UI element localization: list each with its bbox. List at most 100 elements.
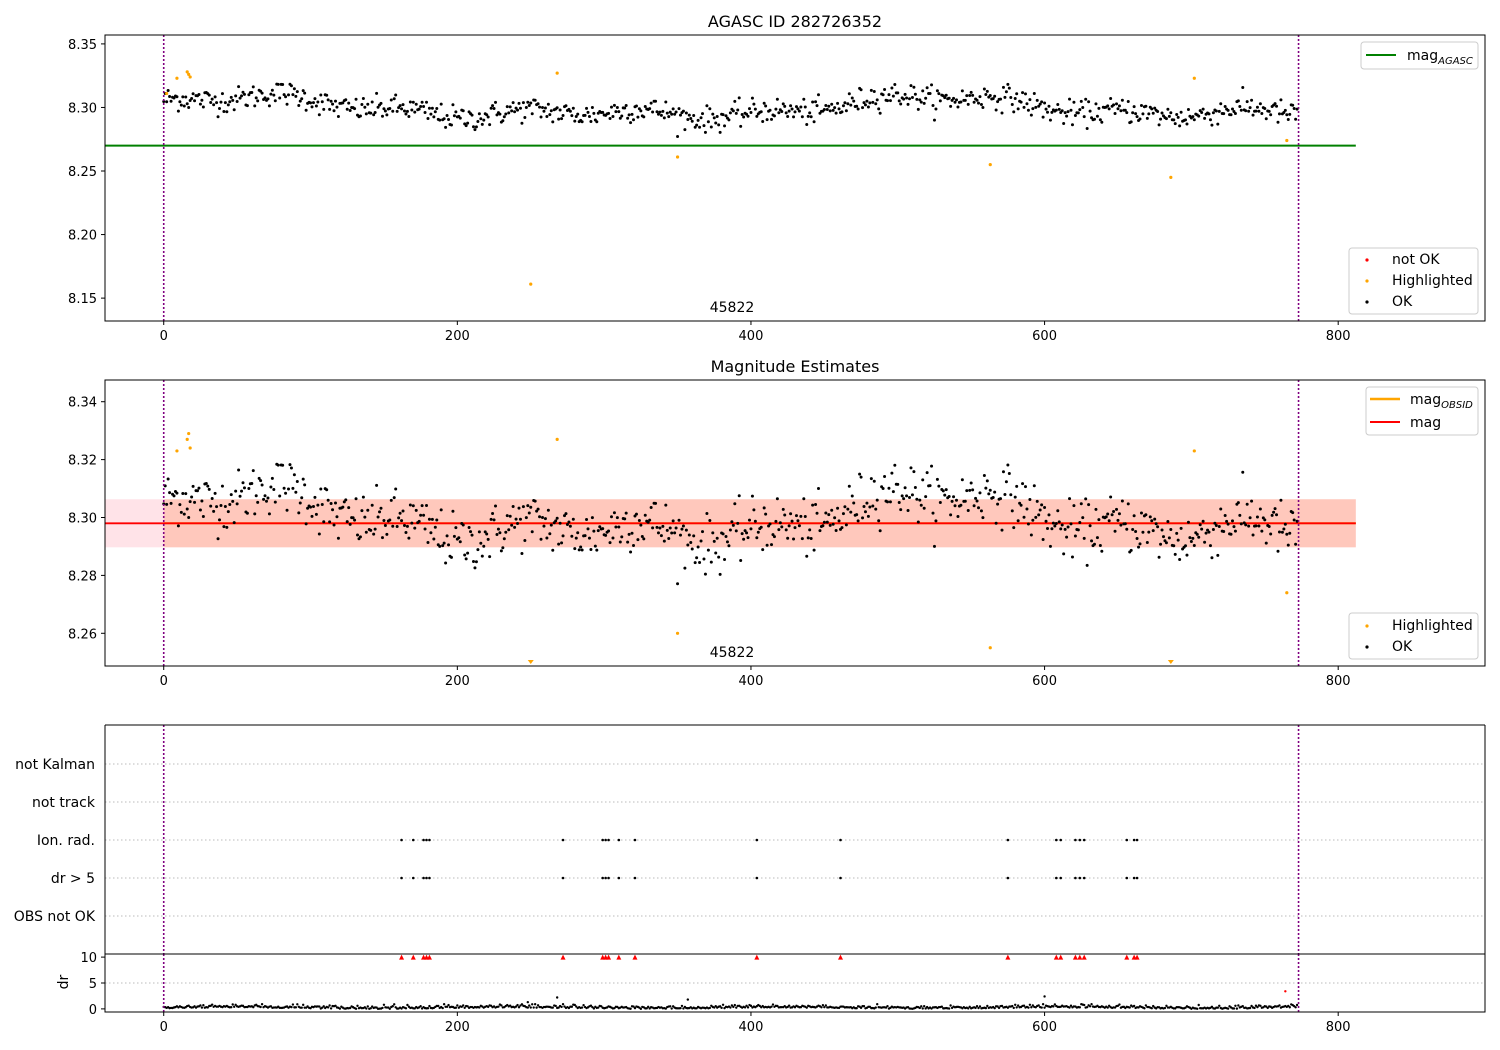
dr-capped-marker xyxy=(838,954,844,960)
ok-point xyxy=(1110,513,1114,517)
ok-point xyxy=(187,105,191,109)
ok-point xyxy=(797,524,801,528)
ok-point xyxy=(176,109,180,113)
ok-point xyxy=(388,518,392,522)
ok-point xyxy=(551,548,555,552)
ok-point xyxy=(643,513,647,517)
ok-point xyxy=(891,94,895,98)
ok-point xyxy=(905,96,909,100)
dr-point xyxy=(291,1003,295,1006)
ok-point xyxy=(676,582,680,586)
ok-point xyxy=(548,532,552,536)
ok-point xyxy=(634,104,638,108)
ok-point xyxy=(391,109,395,113)
ok-point xyxy=(696,545,700,549)
ok-point xyxy=(1131,111,1135,115)
ok-point xyxy=(721,532,725,536)
ok-point xyxy=(585,106,589,110)
ok-point xyxy=(1040,100,1044,104)
ok-point xyxy=(182,512,186,516)
y-tick-label: 8.35 xyxy=(68,38,97,53)
ok-point xyxy=(309,505,313,509)
ok-point xyxy=(1230,519,1234,523)
dr-point xyxy=(232,1005,236,1008)
ok-point xyxy=(1222,530,1226,534)
ok-point xyxy=(223,504,227,508)
ok-point xyxy=(184,95,188,99)
ok-point xyxy=(747,107,751,111)
ok-point xyxy=(762,101,766,105)
ok-point xyxy=(772,114,776,118)
ok-point xyxy=(811,100,815,104)
ok-point xyxy=(1245,502,1249,506)
ok-point xyxy=(1263,107,1267,111)
ok-point xyxy=(1129,120,1133,124)
ok-point xyxy=(442,117,446,121)
dr-point xyxy=(1078,1006,1082,1009)
ok-point xyxy=(237,85,241,89)
dr-point xyxy=(733,1003,737,1007)
ok-point xyxy=(896,91,900,95)
ok-point xyxy=(385,113,389,117)
ok-point xyxy=(618,116,622,120)
dr-point xyxy=(1163,1006,1167,1010)
ok-point xyxy=(1003,493,1007,497)
ok-point xyxy=(269,92,273,96)
ok-point xyxy=(201,105,205,109)
ok-point xyxy=(325,93,329,97)
ok-point xyxy=(536,102,540,106)
ok-point xyxy=(423,527,427,531)
ok-point xyxy=(1223,105,1227,109)
ok-point xyxy=(739,559,743,563)
ok-point xyxy=(414,102,418,106)
y-tick-label: 5 xyxy=(89,977,97,992)
dr-point xyxy=(463,1006,466,1009)
ok-point xyxy=(642,537,646,541)
ok-point xyxy=(1066,110,1070,114)
ok-point xyxy=(684,111,688,115)
ok-point xyxy=(985,89,989,93)
ok-point xyxy=(587,536,591,540)
ok-point xyxy=(632,118,636,122)
ok-point xyxy=(508,514,512,518)
ok-point xyxy=(728,528,732,532)
ok-point xyxy=(1139,511,1143,515)
ok-point xyxy=(328,107,332,111)
dr-point xyxy=(582,1003,585,1007)
flag-category-label: dr > 5 xyxy=(51,871,95,887)
ok-point xyxy=(930,464,934,468)
dr-point xyxy=(918,1006,921,1010)
ok-point xyxy=(447,118,451,122)
ok-point xyxy=(659,113,663,117)
ok-point xyxy=(1192,544,1196,548)
ok-point xyxy=(878,111,882,115)
y-tick-label: 8.28 xyxy=(68,569,97,584)
ok-point xyxy=(452,534,456,538)
ok-point xyxy=(442,541,446,545)
ok-point xyxy=(678,533,682,537)
dr-point xyxy=(589,1004,593,1007)
ok-point xyxy=(1138,542,1142,546)
ok-point xyxy=(1222,112,1226,116)
ok-point xyxy=(966,102,970,106)
ok-point xyxy=(529,505,533,509)
ok-point xyxy=(1282,527,1286,531)
ok-point xyxy=(1032,91,1036,95)
dr-point xyxy=(1014,1003,1017,1006)
dr-point xyxy=(1043,1006,1046,1009)
ok-point xyxy=(1013,495,1017,499)
ok-point xyxy=(858,472,862,476)
ok-point xyxy=(253,512,257,516)
ok-point xyxy=(536,507,540,511)
ok-point xyxy=(354,497,358,501)
ok-point xyxy=(1040,503,1044,507)
ok-point xyxy=(165,502,169,506)
dr-point xyxy=(820,1006,823,1009)
ok-point xyxy=(709,125,713,129)
ok-point xyxy=(1095,114,1099,118)
ok-point xyxy=(727,544,731,548)
ok-point xyxy=(276,463,280,467)
ok-point xyxy=(272,93,276,97)
ok-point xyxy=(451,509,455,513)
ok-point xyxy=(511,101,515,105)
